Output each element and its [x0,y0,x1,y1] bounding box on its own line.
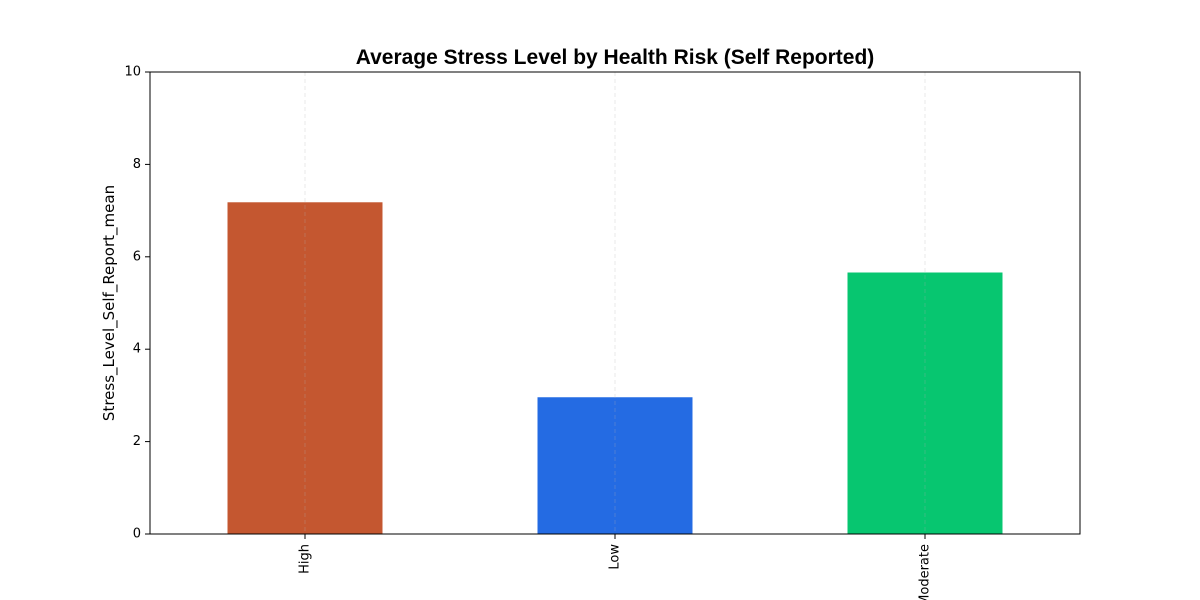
y-tick-label: 8 [133,157,141,172]
bar-high [227,202,383,534]
vertical-grid-layer [304,72,926,534]
y-axis-title: Stress_Level_Self_Report_mean [100,185,119,421]
bar-moderate [847,272,1003,534]
bars-layer [227,202,1003,534]
x-axis: High Low Moderate [298,534,933,600]
bar-low [537,397,693,534]
y-tick-label: 6 [133,249,141,264]
y-tick-label: 10 [124,65,141,80]
x-tick-label: High [298,544,313,574]
x-tick-label: Low [608,544,623,570]
y-tick-label: 0 [133,527,141,542]
chart-title: Average Stress Level by Health Risk (Sel… [356,46,875,69]
y-tick-label: 2 [133,434,141,449]
y-axis: 0 2 4 6 8 10 [124,65,150,542]
y-tick-label: 4 [133,342,141,357]
x-tick-label: Moderate [918,544,933,600]
